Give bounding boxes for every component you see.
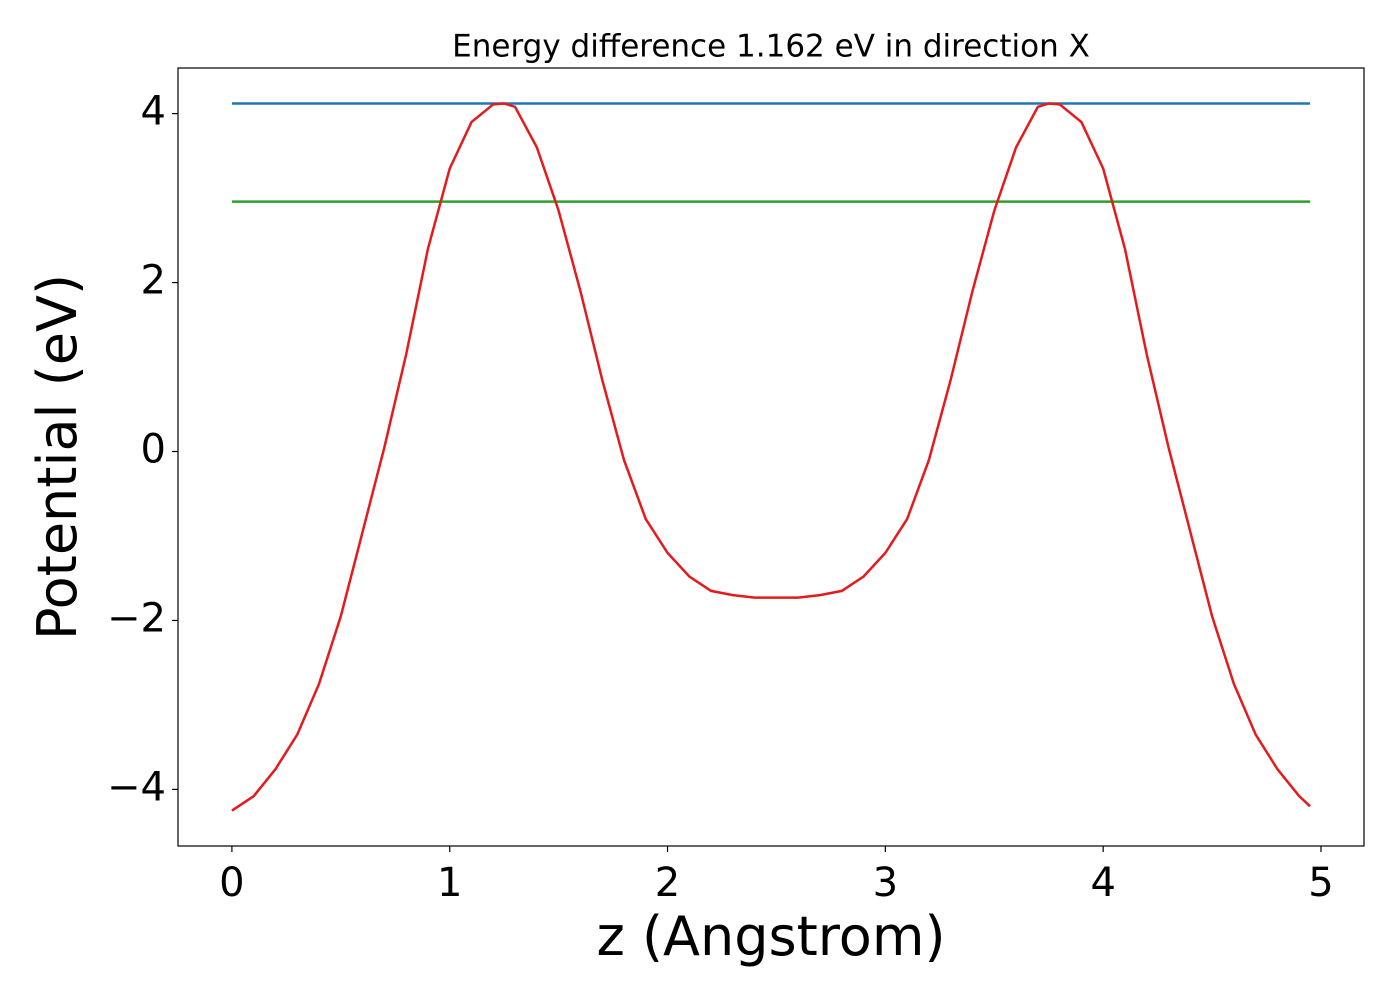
x-tick-label: 3 [873,860,898,906]
chart-title: Energy difference 1.162 eV in direction … [452,29,1090,65]
y-tick-label: 2 [141,258,166,304]
x-tick-label: 5 [1308,860,1333,906]
y-tick-label: −4 [107,764,166,810]
y-axis-label: Potential (eV) [26,274,89,640]
y-tick-label: −2 [107,595,166,641]
x-tick-label: 2 [655,860,680,906]
x-tick-label: 0 [219,860,244,906]
x-axis-label: z (Angstrom) [596,905,945,968]
x-tick-label: 4 [1090,860,1115,906]
series-line [231,102,1311,812]
x-tick-label: 1 [437,860,462,906]
y-tick-label: 4 [141,89,166,135]
plot-frame [177,67,1365,847]
y-tick-label: 0 [141,427,166,473]
